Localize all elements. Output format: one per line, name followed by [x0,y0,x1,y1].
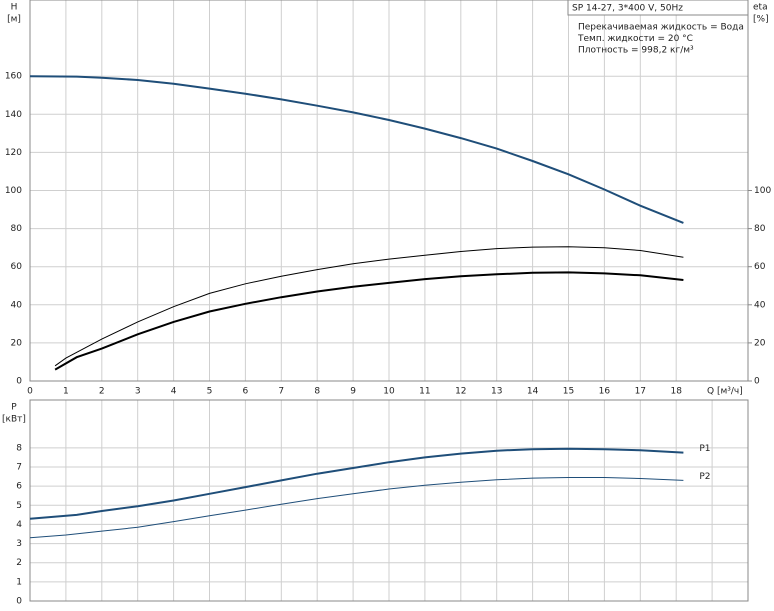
y-axis-label: H [11,3,18,13]
plot-frame [29,0,749,382]
x-tick-label: 6 [243,387,249,397]
x-tick-label: 0 [27,387,33,397]
x-tick-label: 2 [99,387,105,397]
y-axis-unit: [кВт] [2,415,26,425]
y2-tick-label: 0 [754,377,760,387]
y-tick-label: 5 [16,501,22,511]
x-tick-label: 8 [314,387,320,397]
y2-tick-label: 60 [754,262,766,272]
y-tick-label: 1 [16,577,22,587]
chart-title: SP 14-27, 3*400 V, 50Hz [572,4,683,14]
x-tick-label: 10 [383,387,395,397]
x-tick-label: 1 [63,387,69,397]
y-axis-unit: [м] [7,15,21,25]
x-tick-label: 14 [527,387,539,397]
y-tick-label: 140 [5,110,22,120]
y-tick-label: 120 [5,148,22,158]
x-tick-label: 15 [563,387,574,397]
y-tick-label: 0 [16,597,22,607]
series-label: P1 [699,444,710,454]
y-tick-label: 6 [16,482,22,492]
x-tick-label: 5 [207,387,213,397]
x-tick-label: 3 [135,387,141,397]
curve [29,75,684,224]
y-tick-label: 3 [16,539,22,549]
x-tick-label: 18 [670,387,682,397]
x-tick-label: 17 [635,387,646,397]
y-tick-label: 8 [16,443,22,453]
y-tick-label: 60 [11,262,23,272]
series-label: P2 [699,472,710,482]
curve [54,246,684,367]
y-tick-label: 20 [11,338,23,348]
y2-axis-label: eta [753,3,768,13]
y-tick-label: 160 [5,72,22,82]
y-tick-label: 40 [11,300,23,310]
x-tick-label: 7 [278,387,284,397]
curve [29,477,684,539]
x-tick-label: 4 [171,387,177,397]
x-axis-label: Q [м³/ч] [707,387,743,397]
y-tick-label: 100 [5,186,22,196]
y2-tick-label: 20 [754,338,766,348]
y2-tick-label: 80 [754,224,766,234]
curve [29,447,684,520]
y2-tick-label: 100 [754,186,771,196]
y-tick-label: 4 [16,520,22,530]
y-tick-label: 0 [16,377,22,387]
x-tick-label: 16 [599,387,611,397]
title-box [567,0,749,16]
note: Плотность = 998,2 кг/м³ [578,46,694,56]
x-tick-label: 12 [455,387,466,397]
x-tick-label: 11 [419,387,430,397]
y-tick-label: 2 [16,558,22,568]
x-tick-label: 9 [350,387,356,397]
note: Перекачиваемая жидкость = Вода [578,23,744,33]
y-tick-label: 7 [16,463,22,473]
note: Темп. жидкости = 20 °C [577,34,693,44]
curve [54,271,684,371]
y-axis-label: P [11,403,17,413]
x-tick-label: 13 [491,387,502,397]
plot-frame [29,399,749,602]
y2-tick-label: 40 [754,300,766,310]
y2-axis-unit: [%] [753,15,769,25]
y-tick-label: 80 [11,224,23,234]
